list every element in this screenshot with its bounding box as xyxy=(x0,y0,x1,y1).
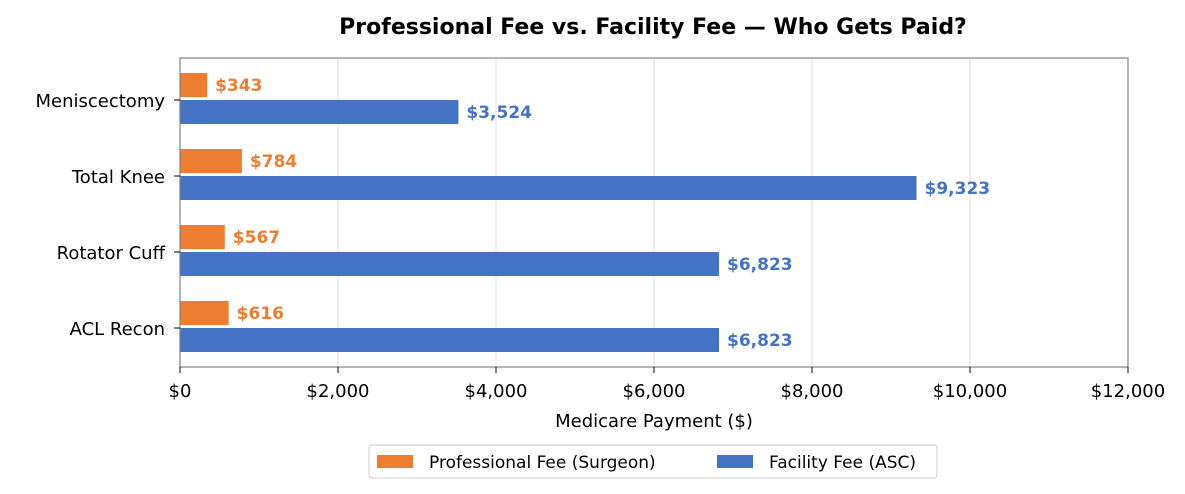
x-tick-label: $10,000 xyxy=(933,381,1007,402)
bar-professional xyxy=(180,149,242,173)
data-label: $343 xyxy=(215,76,262,96)
x-tick-label: $6,000 xyxy=(623,381,686,402)
y-tick-label: Meniscectomy xyxy=(35,91,165,112)
y-tick-label: Total Knee xyxy=(71,167,165,188)
bar-facility xyxy=(180,328,720,352)
bar-professional xyxy=(180,225,225,249)
x-tick-label: $2,000 xyxy=(307,381,370,402)
legend-swatch-professional xyxy=(377,455,413,468)
bar-professional xyxy=(180,301,229,325)
data-label: $3,524 xyxy=(466,103,532,123)
x-tick-label: $0 xyxy=(169,381,192,402)
x-tick-label: $4,000 xyxy=(465,381,528,402)
data-label: $6,823 xyxy=(727,255,793,275)
bar-professional xyxy=(180,73,208,97)
legend-swatch-facility xyxy=(717,455,753,468)
chart-title: Professional Fee vs. Facility Fee — Who … xyxy=(339,15,967,40)
bar-facility xyxy=(180,100,459,124)
y-tick-label: Rotator Cuff xyxy=(57,243,166,264)
x-axis-label: Medicare Payment ($) xyxy=(555,411,753,432)
data-label: $9,323 xyxy=(925,179,991,199)
legend: Professional Fee (Surgeon) Facility Fee … xyxy=(368,444,938,479)
x-tick-label: $12,000 xyxy=(1091,381,1165,402)
x-tick-label: $8,000 xyxy=(781,381,844,402)
data-label: $6,823 xyxy=(727,331,793,351)
data-label: $616 xyxy=(237,304,284,324)
y-tick-label: ACL Recon xyxy=(70,319,165,340)
data-label: $567 xyxy=(233,228,280,248)
legend-box xyxy=(368,444,938,479)
legend-label-professional: Professional Fee (Surgeon) xyxy=(429,453,656,473)
legend-label-facility: Facility Fee (ASC) xyxy=(769,453,916,473)
bar-facility xyxy=(180,176,917,200)
bar-facility xyxy=(180,252,720,276)
data-label: $784 xyxy=(250,152,297,172)
